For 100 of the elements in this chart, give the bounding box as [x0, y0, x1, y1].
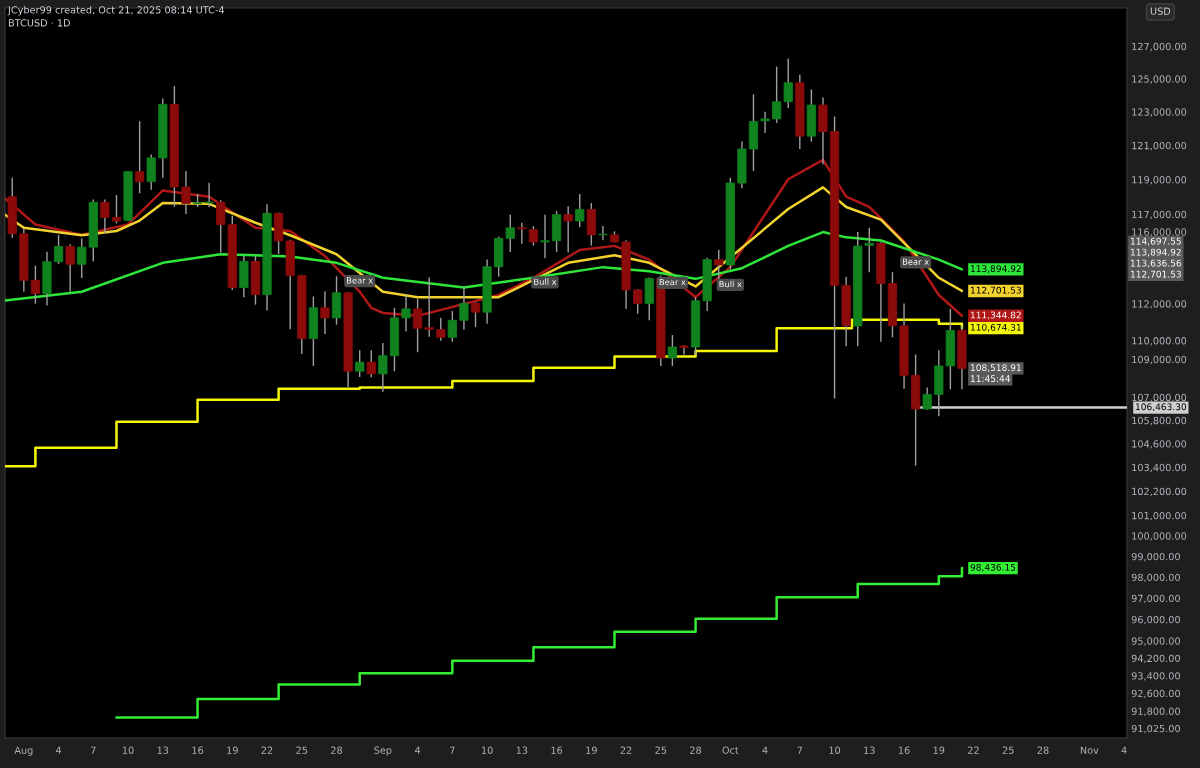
candlestick — [679, 344, 689, 356]
x-tick-label: 25 — [296, 746, 308, 754]
candlestick — [783, 57, 793, 109]
data-label: 112,701.53 — [970, 286, 1021, 295]
candlestick — [563, 205, 573, 254]
candlestick — [575, 193, 585, 228]
candlestick — [922, 386, 932, 411]
x-tick-label: 4 — [55, 746, 62, 754]
candlestick — [436, 317, 446, 342]
y-tick-label: 92,600.00 — [1131, 689, 1180, 699]
candlestick — [772, 65, 782, 124]
x-tick-label: Nov — [1080, 746, 1099, 754]
annotation: 11:45:44 — [970, 375, 1011, 383]
candlestick — [667, 334, 677, 367]
annotation: Bull x — [534, 278, 557, 285]
y-tick-label: 116,000.00 — [1132, 228, 1187, 237]
y-tick-label: 121,000.00 — [1132, 141, 1187, 151]
annotation: Bear x — [659, 279, 686, 286]
candlestick — [65, 243, 75, 293]
candlestick — [355, 349, 365, 378]
candlestick — [470, 301, 481, 328]
x-tick-label: 22 — [261, 746, 273, 754]
y-tick-label: 127,000.00 — [1132, 42, 1187, 52]
x-tick-label: 13 — [157, 746, 169, 754]
x-tick-label: Aug — [14, 746, 33, 756]
y-tick-label: 94,200.00 — [1131, 654, 1180, 664]
y-tick-label: 103,400.00 — [1132, 463, 1187, 473]
candlestick — [528, 225, 539, 247]
y-tick-label: 98,000.00 — [1131, 573, 1180, 583]
text: 112,701.53 — [1130, 270, 1181, 279]
data-label: 106,463.30 — [1135, 403, 1187, 412]
y-tick-label: 112,000.00 — [1132, 300, 1187, 309]
data-label: 113,894.92 — [970, 265, 1021, 273]
y-tick-label: 97,000.00 — [1131, 594, 1180, 604]
candlestick — [320, 290, 330, 335]
x-tick-label: 7 — [797, 746, 803, 754]
candlestick — [598, 225, 608, 241]
candlestick — [505, 213, 515, 253]
x-tick-label: 13 — [516, 746, 528, 754]
y-tick-label: 95,000.00 — [1131, 637, 1180, 646]
y-tick-label: 96,000.00 — [1131, 615, 1180, 625]
y-tick-label: 91,800.00 — [1131, 707, 1180, 716]
x-tick-label: 22 — [968, 746, 979, 754]
y-axis-title: USD — [1150, 7, 1171, 15]
x-tick-label: 19 — [227, 746, 238, 754]
x-tick-label: 4 — [1121, 746, 1127, 754]
data-label: 98,436.15 — [970, 563, 1016, 572]
text: 113,894.92 — [1130, 248, 1181, 257]
y-tick-label: 100,000.00 — [1132, 532, 1187, 541]
y-tick-label: 123,000.00 — [1132, 108, 1187, 117]
y-tick-label: 93,400.00 — [1131, 672, 1180, 681]
y-tick-label: 104,600.00 — [1132, 440, 1187, 449]
data-label: 111,344.82 — [970, 311, 1021, 320]
y-tick-label: 109,000.00 — [1132, 355, 1187, 365]
x-tick-label: 4 — [414, 746, 421, 754]
candlestick — [111, 194, 122, 225]
text: 113,636.56 — [1130, 259, 1182, 268]
candlestick — [378, 342, 388, 393]
y-tick-label: 91,025.00 — [1131, 724, 1180, 734]
annotation: Bear x — [347, 277, 373, 284]
candlestick — [633, 288, 643, 315]
text: 114,697.55 — [1130, 237, 1181, 246]
candlestick — [204, 182, 214, 208]
x-tick-label: 22 — [620, 746, 632, 754]
x-tick-label: 28 — [690, 746, 702, 754]
annotation: JCyber99 created, Oct 21, 2025 08:14 UTC-4 — [7, 6, 225, 16]
candlestick — [146, 153, 156, 191]
candlestick — [517, 222, 527, 245]
y-tick-label: 105,800.00 — [1132, 416, 1187, 426]
candlestick — [540, 213, 550, 259]
candlestick — [424, 276, 434, 338]
x-tick-label: 16 — [898, 746, 910, 754]
candlestick — [181, 170, 191, 215]
y-tick-label: 99,000.00 — [1131, 552, 1180, 562]
x-tick-label: 28 — [331, 746, 343, 754]
candlestick — [459, 286, 469, 331]
x-tick-label: 19 — [933, 746, 945, 754]
candlestick — [135, 120, 145, 194]
data-label: 110,674.31 — [970, 323, 1021, 332]
x-tick-label: 19 — [586, 746, 597, 754]
y-tick-label: 107,000.00 — [1132, 393, 1187, 403]
y-tick-label: 101,000.00 — [1132, 511, 1187, 521]
x-tick-label: Sep — [374, 746, 392, 756]
y-tick-label: 102,200.00 — [1132, 487, 1187, 497]
candlestick — [100, 198, 110, 234]
annotation: Bull x — [719, 280, 742, 288]
x-tick-label: 7 — [91, 746, 96, 754]
annotation: 108,518.91 — [970, 364, 1021, 372]
annotation: Bear x — [902, 258, 929, 265]
x-tick-label: 25 — [655, 746, 667, 754]
candlestick — [447, 310, 457, 343]
candlestick — [366, 349, 376, 378]
y-tick-label: 119,000.00 — [1132, 176, 1187, 185]
x-tick-label: 10 — [829, 746, 841, 754]
x-tick-label: 10 — [122, 746, 134, 754]
candlestick — [760, 111, 770, 134]
y-tick-label: 125,000.00 — [1132, 75, 1187, 84]
x-tick-label: 7 — [450, 746, 455, 754]
text: BTCUSD · 1D — [8, 19, 70, 27]
x-tick-label: 13 — [864, 746, 875, 754]
